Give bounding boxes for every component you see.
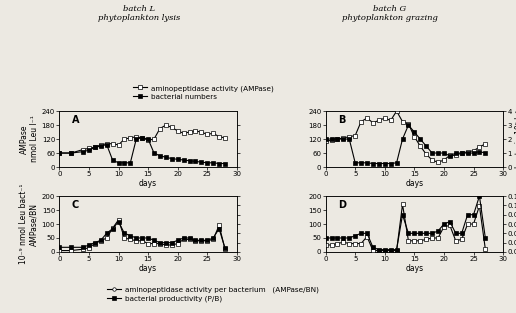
X-axis label: days: days: [405, 178, 424, 187]
Text: D: D: [338, 200, 346, 210]
Legend: aminopeptidase activity (AMPase), bacterial numbers: aminopeptidase activity (AMPase), bacter…: [133, 85, 273, 100]
Y-axis label: bacteria 10⁹ l⁻¹: bacteria 10⁹ l⁻¹: [514, 110, 516, 168]
Text: B: B: [338, 115, 345, 125]
Text: phytoplankton lysis: phytoplankton lysis: [98, 14, 181, 22]
X-axis label: days: days: [139, 178, 157, 187]
Text: A: A: [72, 115, 79, 125]
Text: batch L: batch L: [123, 5, 155, 13]
Text: C: C: [72, 200, 79, 210]
Text: batch G: batch G: [373, 5, 406, 13]
Legend: aminopeptidase activity per bacterium   (AMPase/BN), bacterial productivity (P/B: aminopeptidase activity per bacterium (A…: [107, 287, 319, 302]
X-axis label: days: days: [405, 264, 424, 273]
X-axis label: days: days: [139, 264, 157, 273]
Y-axis label: 10⁻⁹ nmol Leu bact⁻¹
AMPase/BN: 10⁻⁹ nmol Leu bact⁻¹ AMPase/BN: [20, 184, 39, 264]
Y-axis label: AMPase
nmol Leu l⁻¹: AMPase nmol Leu l⁻¹: [20, 116, 39, 162]
Text: phytoplankton grazing: phytoplankton grazing: [342, 14, 438, 22]
